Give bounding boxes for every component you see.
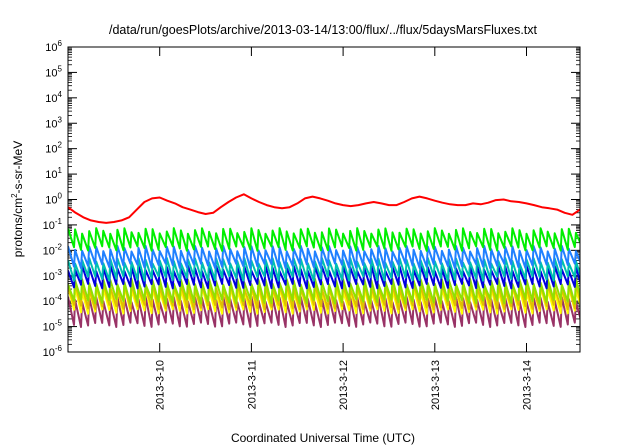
series-line-5: [68, 277, 580, 305]
y-tick-label: 10-4: [43, 293, 63, 308]
y-tick-label: 105: [45, 64, 62, 79]
y-tick-label: 106: [45, 39, 62, 54]
x-tick-label: 2013-3-13: [430, 360, 442, 410]
plot-frame: [67, 46, 581, 353]
y-axis-label: protons/cm2-s-sr-MeV: [10, 141, 25, 257]
y-tick-label: 10-5: [43, 319, 63, 334]
y-tick-label: 10-3: [43, 268, 63, 283]
plot-area: [68, 193, 580, 328]
x-tick-label: 2013-3-12: [338, 360, 350, 410]
series-group: [68, 193, 580, 328]
x-axis-label: Coordinated Universal Time (UTC): [231, 431, 415, 445]
series-line-2: [68, 244, 580, 270]
y-tick-label: 102: [45, 141, 62, 156]
x-axis-ticks: 2013-3-10 2013-3-11 2013-3-12 2013-3-13 2013…: [155, 47, 534, 410]
y-tick-label: 103: [45, 115, 62, 130]
series-line-0: [68, 193, 580, 224]
y-tick-label: 104: [45, 90, 62, 105]
y-tick-label: 100: [45, 192, 62, 207]
series-line-3: [68, 257, 580, 282]
x-tick-label: 2013-3-10: [155, 360, 167, 410]
series-line-4: [68, 264, 580, 290]
y-tick-label: 10-6: [43, 344, 63, 359]
series-line-1: [68, 227, 580, 252]
x-tick-label: 2013-3-14: [522, 360, 534, 410]
y-tick-label: 10-1: [43, 217, 63, 232]
y-tick-label: 10-2: [43, 242, 63, 257]
y-tick-label: 101: [45, 166, 62, 181]
x-tick-label: 2013-3-11: [246, 360, 258, 409]
chart-title: /data/run/goesPlots/archive/2013-03-14/1…: [109, 23, 538, 37]
